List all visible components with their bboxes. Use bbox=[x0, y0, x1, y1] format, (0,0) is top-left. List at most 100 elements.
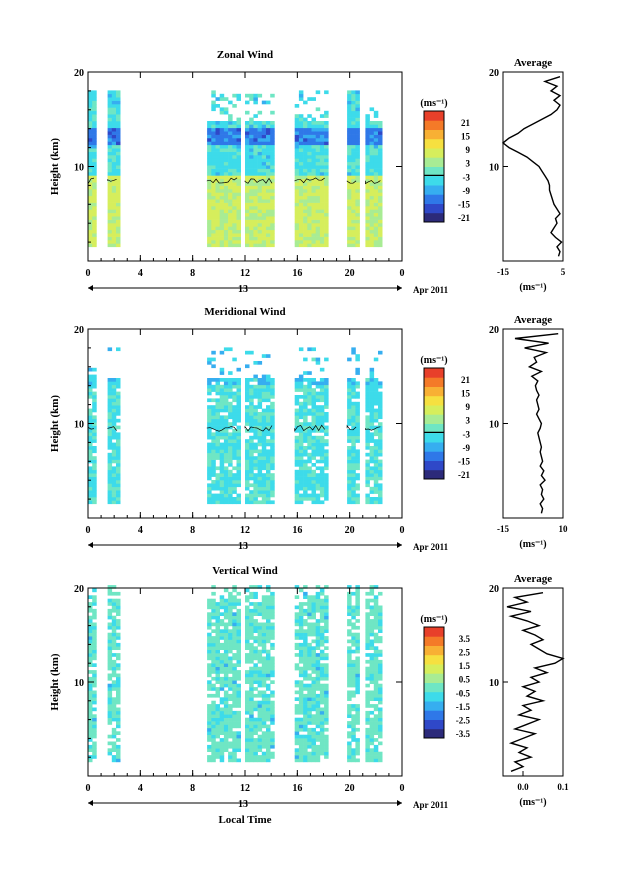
heatmap-cell bbox=[324, 398, 329, 403]
heatmap-cell bbox=[294, 446, 300, 450]
heatmap-cell bbox=[245, 199, 250, 203]
heatmap-cell bbox=[232, 104, 237, 108]
heatmap-cell bbox=[351, 202, 356, 207]
heatmap-cell bbox=[311, 473, 316, 477]
heatmap-cell bbox=[311, 452, 316, 457]
colorbar-swatch bbox=[424, 194, 444, 204]
heatmap-cell bbox=[219, 727, 225, 732]
heatmap-cell bbox=[261, 717, 267, 722]
heatmap-cell bbox=[324, 236, 329, 241]
heatmap-cells bbox=[88, 585, 383, 763]
heatmap-cell bbox=[219, 212, 225, 217]
heatmap-cell bbox=[215, 425, 220, 430]
heatmap-cell bbox=[219, 124, 225, 129]
heatmap-cell bbox=[369, 219, 375, 224]
heatmap-cell bbox=[303, 148, 308, 152]
heatmap-cell bbox=[319, 206, 325, 210]
heatmap-cell bbox=[294, 189, 300, 193]
heatmap-cell bbox=[261, 168, 267, 173]
heatmap-cell bbox=[378, 148, 383, 152]
heatmap-cell bbox=[373, 615, 379, 620]
heatmap-cell bbox=[116, 127, 121, 132]
heatmap-cell bbox=[378, 435, 383, 440]
heatmap-cell bbox=[111, 680, 117, 684]
heatmap-cell bbox=[111, 93, 117, 98]
heatmap-cell bbox=[107, 206, 113, 210]
heatmap-cell bbox=[351, 144, 356, 149]
heatmap-cell bbox=[378, 608, 383, 613]
heatmap-cell bbox=[107, 687, 113, 691]
heatmap-cell bbox=[270, 182, 275, 186]
heatmap-cell bbox=[307, 97, 312, 101]
heatmap-cell bbox=[111, 175, 117, 180]
heatmap-cell bbox=[236, 148, 241, 152]
heatmap-cell bbox=[261, 219, 267, 224]
heatmap-cell bbox=[92, 418, 97, 423]
heatmap-cell bbox=[319, 134, 325, 139]
heatmap-cell bbox=[107, 602, 113, 606]
heatmap-cell bbox=[111, 755, 117, 759]
heatmap-cell bbox=[351, 612, 356, 616]
heatmap-cell bbox=[355, 114, 360, 118]
heatmap-cell bbox=[232, 395, 237, 399]
heatmap-cell bbox=[116, 223, 121, 227]
heatmap-cell bbox=[294, 378, 300, 382]
heatmap-cell bbox=[319, 476, 325, 481]
heatmap-cell bbox=[245, 243, 250, 248]
heatmap-cell bbox=[232, 429, 237, 433]
heatmap-cell bbox=[369, 727, 375, 732]
heatmap-cell bbox=[223, 452, 229, 457]
heatmap-cell bbox=[319, 452, 325, 457]
heatmap-cell bbox=[232, 172, 237, 176]
heatmap-cell bbox=[347, 90, 352, 95]
heatmap-cell bbox=[294, 202, 300, 207]
heatmap-cell bbox=[116, 161, 121, 166]
heatmap-cell bbox=[261, 151, 267, 156]
heatmap-cell bbox=[351, 714, 356, 718]
profile-y-tick-label: 20 bbox=[489, 68, 499, 79]
heatmap-cell bbox=[116, 442, 121, 447]
heatmap-cell bbox=[355, 131, 360, 135]
heatmap-cell bbox=[315, 673, 321, 678]
heatmap-cell bbox=[307, 629, 312, 633]
heatmap-cell bbox=[232, 195, 237, 200]
heatmap-cell bbox=[228, 721, 233, 725]
heatmap-cell bbox=[215, 199, 220, 203]
heatmap-cell bbox=[219, 687, 225, 691]
heatmap-cell bbox=[307, 206, 312, 210]
x-tick-label: 4 bbox=[138, 525, 143, 536]
heatmap-cell bbox=[207, 418, 212, 423]
colorbar-swatch bbox=[424, 728, 444, 739]
heatmap-cell bbox=[116, 738, 121, 742]
heatmap-cell bbox=[245, 456, 250, 460]
heatmap-cell bbox=[253, 233, 258, 237]
heatmap-cell bbox=[270, 456, 275, 460]
heatmap-cell bbox=[261, 378, 267, 382]
heatmap-cell bbox=[223, 659, 229, 664]
heatmap-cell bbox=[215, 642, 220, 647]
heatmap-cell bbox=[111, 435, 117, 440]
heatmap-cell bbox=[245, 710, 250, 715]
heatmap-cell bbox=[207, 755, 212, 759]
heatmap-cell bbox=[369, 229, 375, 234]
heatmap-cell bbox=[228, 138, 233, 142]
heatmap-cell bbox=[315, 202, 321, 207]
heatmap-cell bbox=[253, 155, 258, 159]
heatmap-cell bbox=[347, 93, 352, 98]
heatmap-cell bbox=[351, 405, 356, 409]
heatmap-cell bbox=[232, 151, 237, 156]
heatmap-cell bbox=[111, 466, 117, 471]
heatmap-cell bbox=[215, 751, 220, 756]
heatmap-cell bbox=[211, 649, 216, 654]
heatmap-cell bbox=[315, 480, 321, 484]
heatmap-cell bbox=[315, 446, 321, 450]
heatmap-cell bbox=[270, 243, 275, 248]
heatmap-cell bbox=[236, 435, 241, 440]
heatmap-cell bbox=[228, 408, 233, 413]
heatmap-cell bbox=[223, 710, 229, 715]
heatmap-cell bbox=[261, 223, 267, 227]
heatmap-cell bbox=[249, 636, 254, 640]
heatmap-cell bbox=[223, 192, 229, 197]
heatmap-cell bbox=[303, 721, 308, 725]
heatmap-cell bbox=[92, 192, 97, 197]
